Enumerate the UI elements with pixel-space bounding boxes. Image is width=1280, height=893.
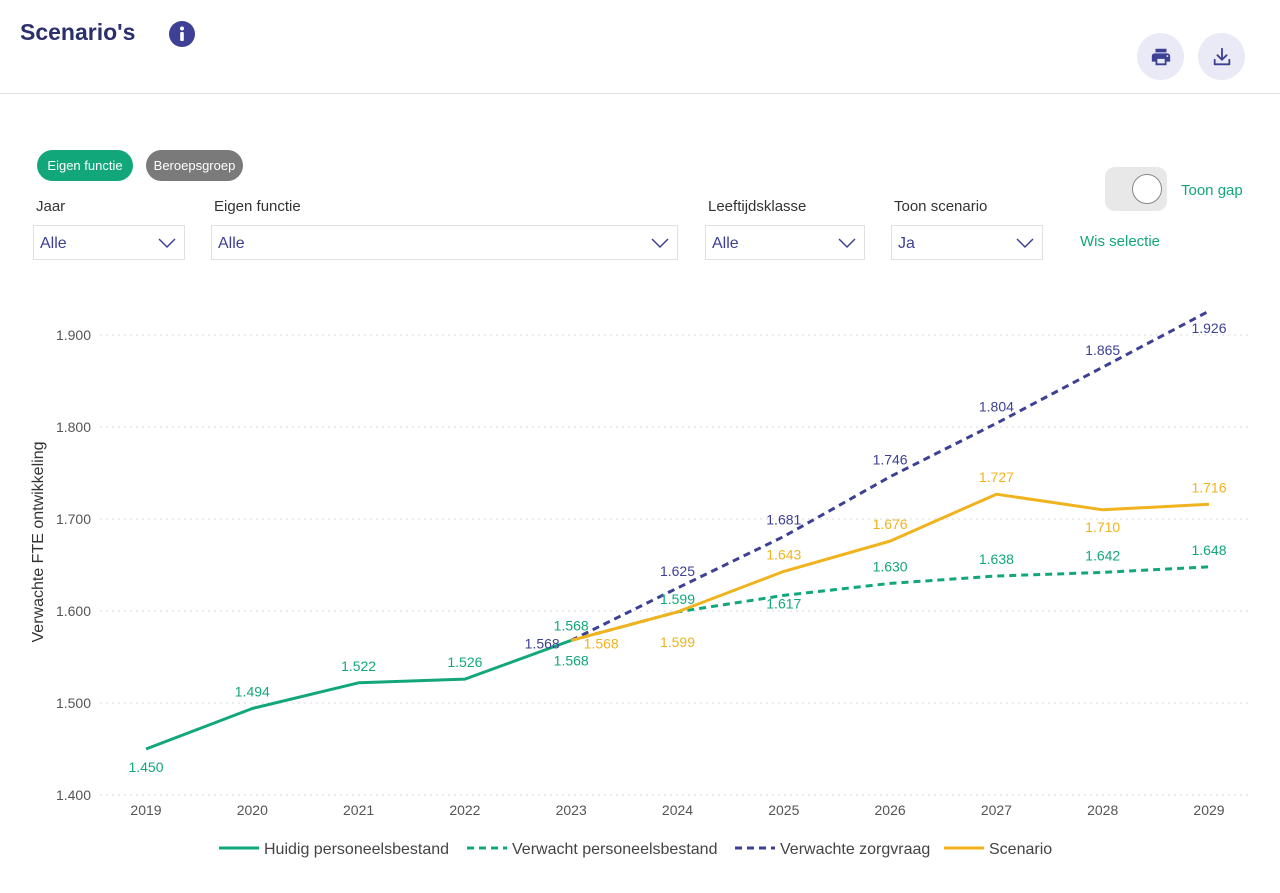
toon-scenario-select[interactable]: Ja	[891, 225, 1043, 260]
x-tick-label: 2024	[662, 802, 693, 818]
data-label: 1.599	[660, 634, 695, 650]
x-tick-label: 2019	[130, 802, 161, 818]
data-label: 1.526	[447, 654, 482, 670]
eigen-functie-select-value: Alle	[218, 235, 245, 252]
data-label: 1.643	[766, 546, 801, 562]
data-label: 1.450	[128, 759, 163, 775]
x-tick-label: 2025	[768, 802, 799, 818]
data-label: 1.617	[766, 595, 801, 611]
data-label: 1.568	[584, 635, 619, 651]
data-label: 1.681	[766, 511, 801, 527]
x-tick-label: 2029	[1193, 802, 1224, 818]
x-tick-label: 2020	[237, 802, 268, 818]
data-label: 1.638	[979, 551, 1014, 567]
data-label: 1.676	[873, 516, 908, 532]
data-label: 1.568	[554, 652, 589, 668]
x-tick-label: 2026	[875, 802, 906, 818]
data-label: 1.625	[660, 563, 695, 579]
beroepsgroep-chip[interactable]: Beroepsgroep	[146, 150, 243, 181]
legend-label: Verwachte zorgvraag	[780, 841, 930, 858]
download-icon	[1213, 47, 1230, 65]
x-tick-label: 2021	[343, 802, 374, 818]
data-label: 1.568	[525, 635, 560, 651]
data-label: 1.716	[1191, 479, 1226, 495]
chevron-down-icon	[651, 238, 669, 249]
toon-gap-toggle[interactable]	[1105, 167, 1167, 211]
chevron-down-icon	[158, 238, 176, 249]
data-label: 1.642	[1085, 547, 1120, 563]
jaar-select[interactable]: Alle	[33, 225, 185, 260]
y-tick-label: 1.800	[56, 419, 91, 435]
x-tick-label: 2023	[556, 802, 587, 818]
data-label: 1.804	[979, 398, 1014, 414]
jaar-label: Jaar	[36, 198, 66, 215]
y-tick-label: 1.700	[56, 511, 91, 527]
chevron-down-icon	[1016, 238, 1034, 249]
data-label: 1.494	[235, 684, 270, 700]
data-label: 1.865	[1085, 342, 1120, 358]
leeftijdsklasse-label: Leeftijdsklasse	[708, 198, 807, 215]
toggle-knob	[1132, 174, 1162, 204]
series-line-huidig-personeelsbestand	[145, 638, 572, 751]
fte-line-chart: 1.400 1.500 1.600 1.700 1.800 1.900 2019 2020 20…	[30, 309, 1250, 858]
data-label: 1.599	[660, 591, 695, 607]
x-tick-label: 2022	[449, 802, 480, 818]
x-tick-label: 2028	[1087, 802, 1118, 818]
data-label: 1.568	[554, 617, 589, 633]
eigen-functie-label: Eigen functie	[214, 198, 301, 215]
y-tick-label: 1.900	[56, 327, 91, 343]
x-tick-label: 2027	[981, 802, 1012, 818]
chevron-down-icon	[838, 238, 856, 249]
legend-label: Verwacht personeelsbestand	[512, 841, 717, 858]
y-axis-title: Verwachte FTE ontwikkeling	[30, 442, 47, 643]
data-label: 1.630	[873, 558, 908, 574]
leeftijdsklasse-select-value: Alle	[712, 235, 739, 252]
page-header: Scenario's	[0, 0, 1280, 94]
info-icon[interactable]	[169, 21, 195, 47]
eigen-functie-select[interactable]: Alle	[211, 225, 678, 260]
y-tick-label: 1.500	[56, 695, 91, 711]
jaar-select-value: Alle	[40, 235, 67, 252]
data-label: 1.648	[1191, 542, 1226, 558]
page-title: Scenario's	[20, 19, 136, 45]
leeftijdsklasse-select[interactable]: Alle	[705, 225, 865, 260]
toon-gap-label: Toon gap	[1181, 182, 1243, 199]
toon-scenario-select-value: Ja	[898, 235, 915, 252]
legend-label: Huidig personeelsbestand	[264, 841, 449, 858]
y-tick-label: 1.600	[56, 603, 91, 619]
data-label: 1.710	[1085, 519, 1120, 535]
data-label: 1.746	[873, 452, 908, 468]
series-line-scenario	[570, 492, 1210, 642]
download-button[interactable]	[1198, 33, 1245, 80]
data-label: 1.727	[979, 469, 1014, 485]
legend-label: Scenario	[989, 841, 1052, 858]
y-tick-label: 1.400	[56, 787, 91, 803]
printer-icon	[1151, 48, 1170, 65]
print-button[interactable]	[1137, 33, 1184, 80]
data-label: 1.522	[341, 658, 376, 674]
data-label: 1.926	[1191, 320, 1226, 336]
toon-scenario-label: Toon scenario	[894, 198, 988, 215]
wis-selectie-link[interactable]: Wis selectie	[1080, 233, 1161, 250]
eigen-functie-chip[interactable]: Eigen functie	[37, 150, 133, 181]
